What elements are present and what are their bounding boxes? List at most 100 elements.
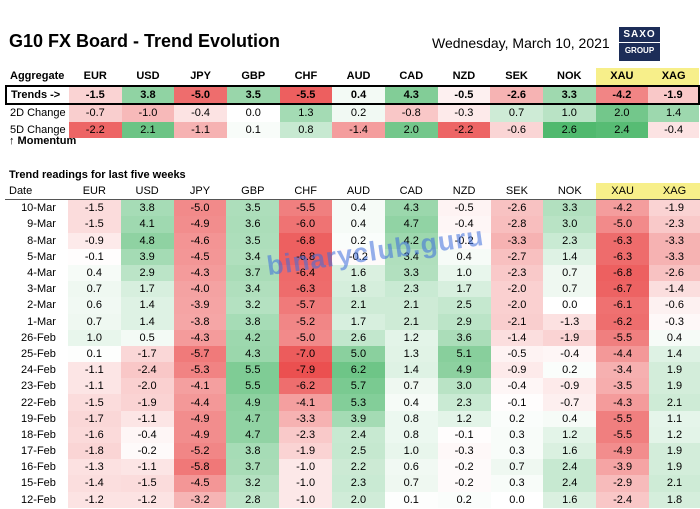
history-row: 12-Feb -1.2 -1.2 -3.2 2.8 -1.0 2.0 0.1 0.2 0.0 1.6…	[5, 491, 700, 508]
history-cell-eur: -0.9	[67, 232, 121, 249]
history-cell-cad: 0.8	[384, 410, 438, 427]
history-cell-nzd: 0.2	[437, 491, 491, 508]
history-cell-nzd: -0.3	[437, 443, 491, 460]
history-cell-sek: -2.3	[490, 264, 544, 282]
history-cell-sek: -1.4	[490, 329, 544, 346]
history-cell-sek: -2.8	[490, 216, 544, 233]
history-cell-xau: -4.9	[596, 443, 650, 460]
history-cell-chf: -2.3	[279, 426, 333, 443]
history-cell-nok: -1.3	[543, 313, 597, 330]
history-cell-nok: 0.0	[543, 297, 597, 314]
aggregate-col-cad: CAD	[384, 68, 438, 87]
aggregate-cell-xau: 2.4	[595, 121, 649, 139]
history-cell-gbp: 3.6	[226, 216, 280, 233]
history-cell-eur: 0.6	[67, 297, 121, 314]
history-cell-sek: 0.7	[490, 459, 544, 476]
history-row-label: 4-Mar	[27, 267, 56, 280]
history-cell-jpy: -3.2	[173, 491, 227, 508]
history-row-label: 12-Feb	[21, 493, 56, 506]
history-cell-usd: -1.7	[120, 345, 174, 363]
history-cell-xau: -3.5	[596, 378, 650, 395]
history-cell-xau: -6.1	[596, 297, 650, 314]
history-cell-nok: -0.7	[543, 394, 597, 411]
history-cell-jpy: -4.1	[173, 378, 227, 395]
history-row-label: 9-Mar	[27, 218, 56, 231]
history-cell-jpy: -3.8	[173, 313, 227, 330]
history-cell-chf: -1.0	[279, 491, 333, 508]
history-row-label: 1-Mar	[27, 315, 56, 328]
history-cell-sek: 0.3	[490, 475, 544, 492]
history-cell-sek: 0.2	[490, 410, 544, 427]
history-cell-gbp: 3.5	[226, 232, 280, 249]
history-cell-usd: -2.4	[120, 362, 174, 379]
history-cell-usd: -0.4	[120, 426, 174, 443]
history-cell-usd: -1.1	[120, 410, 174, 427]
history-row: 1-Mar 0.7 1.4 -3.8 3.8 -5.2 1.7 2.1 2.9 -2.1 -1.3-…	[5, 313, 700, 330]
history-cell-cad: 2.1	[384, 297, 438, 314]
history-cell-cad: 3.3	[384, 264, 438, 282]
aggregate-cell-nzd: -0.5	[437, 84, 491, 106]
history-cell-nzd: 3.6	[437, 329, 491, 346]
history-row: 3-Mar 0.7 1.7 -4.0 3.4 -6.3 1.8 2.3 1.7 -2.0 0.7 -6…	[5, 281, 700, 298]
history-cell-jpy: -5.0	[173, 199, 227, 217]
aggregate-cell-usd: 2.1	[121, 121, 175, 139]
history-cell-cad: 1.0	[384, 443, 438, 460]
history-cell-sek: 0.3	[490, 443, 544, 460]
history-cell-aud: 0.4	[332, 216, 385, 233]
history-cell-usd: -2.0	[120, 378, 174, 395]
history-cell-chf: -1.9	[279, 443, 333, 460]
history-row: 15-Feb -1.4 -1.5 -4.5 3.2 -1.0 2.3 0.7 -0.2 0.3 2.…	[5, 475, 700, 492]
aggregate-col-xau: XAU	[595, 68, 649, 87]
history-cell-cad: 0.6	[384, 459, 438, 476]
history-cell-gbp: 3.4	[226, 281, 280, 298]
history-row-label: 25-Feb	[21, 347, 56, 360]
history-cell-eur: 0.7	[67, 281, 121, 298]
history-row: 9-Mar -1.5 4.1 -4.9 3.6 -6.0 0.4 4.7 -0.4 -2.8 3.0…	[5, 216, 700, 233]
history-cell-eur: -1.5	[67, 394, 121, 411]
history-col-nzd: NZD	[437, 183, 491, 201]
history-cell-gbp: 3.5	[226, 199, 280, 217]
history-cell-aud: -0.2	[332, 248, 385, 265]
history-cell-aud: 2.0	[332, 491, 385, 508]
history-cell-chf: -5.7	[279, 297, 333, 314]
history-cell-aud: 2.4	[332, 426, 385, 443]
history-cell-sek: -0.9	[490, 362, 544, 379]
history-cell-gbp: 4.9	[226, 394, 280, 411]
history-cell-eur: -1.1	[67, 378, 121, 395]
history-cell-eur: -0.1	[67, 248, 121, 265]
history-cell-xag: -1.9	[649, 199, 700, 217]
history-cell-eur: -1.7	[67, 410, 121, 427]
history-cell-sek: -2.7	[490, 248, 544, 265]
history-cell-cad: 0.8	[384, 426, 438, 443]
section-title: Trend readings for last five weeks	[9, 169, 186, 181]
history-cell-cad: 0.4	[384, 394, 438, 411]
history-cell-nok: 1.6	[543, 443, 597, 460]
history-row-label: 24-Feb	[21, 364, 56, 377]
history-row: 22-Feb -1.5 -1.9 -4.4 4.9 -4.1 5.3 0.4 2.3 -0.1 -0…	[5, 394, 700, 411]
history-cell-gbp: 3.2	[226, 475, 280, 492]
history-cell-xau: -5.0	[596, 216, 650, 233]
history-cell-nzd: -0.2	[437, 475, 491, 492]
history-cell-gbp: 5.5	[226, 378, 280, 395]
history-cell-eur: -1.3	[67, 459, 121, 476]
history-cell-nok: 1.2	[543, 426, 597, 443]
aggregate-row-label: 2D Change	[10, 107, 66, 120]
history-row: 4-Mar 0.4 2.9 -4.3 3.7 -6.4 1.6 3.3 1.0 -2.3 0.7 -6…	[5, 264, 700, 282]
board-title: G10 FX Board - Trend Evolution	[9, 31, 281, 51]
history-table: Date EUR USD JPY GBP CHF AUD CAD NZD SEK NOK XAU XAG…	[5, 183, 700, 508]
aggregate-cell-nok: 3.3	[542, 84, 596, 106]
aggregate-cell-nok: 1.0	[542, 104, 596, 122]
history-cell-gbp: 3.8	[226, 443, 280, 460]
aggregate-table: Aggregate EUR USD JPY GBP CHF AUD CAD NZD SEK NOK X…	[5, 68, 700, 139]
history-row: 17-Feb -1.8 -0.2 -5.2 3.8 -1.9 2.5 1.0 -0.3 0.3 1.…	[5, 443, 700, 460]
history-cell-usd: -1.1	[120, 459, 174, 476]
aggregate-cell-aud: 0.4	[332, 84, 385, 106]
history-col-nok: NOK	[543, 183, 597, 201]
history-cell-nzd: -0.5	[437, 199, 491, 217]
history-row-label: 22-Feb	[21, 396, 56, 409]
history-row-label: 19-Feb	[21, 412, 56, 425]
aggregate-col-chf: CHF	[279, 68, 333, 87]
history-cell-cad: 2.1	[384, 313, 438, 330]
history-row-label: 17-Feb	[21, 445, 56, 458]
history-cell-xag: 1.8	[649, 491, 700, 508]
